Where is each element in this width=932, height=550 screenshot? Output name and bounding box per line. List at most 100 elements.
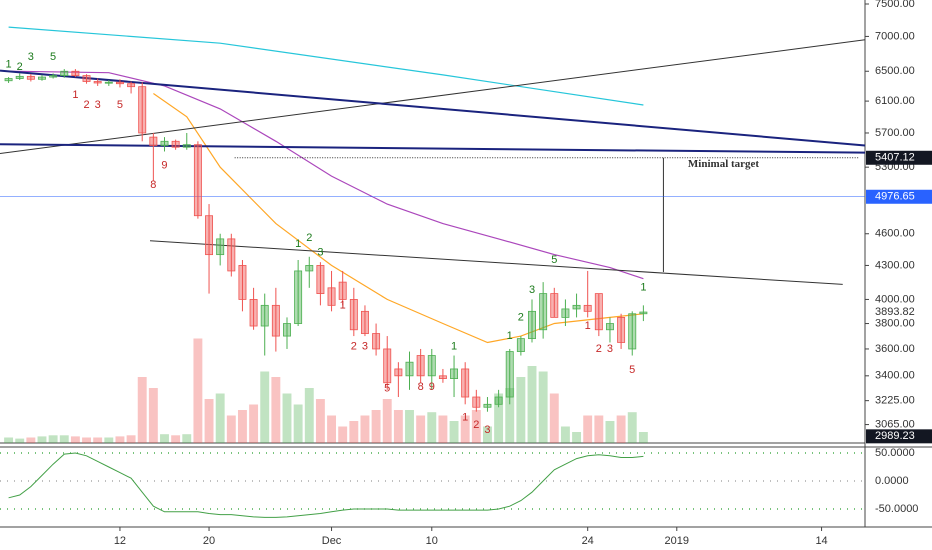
td-count: 2 bbox=[17, 61, 23, 73]
volume-bar bbox=[516, 377, 526, 443]
candle-body bbox=[160, 140, 169, 146]
x-tick-label: 20 bbox=[203, 535, 215, 547]
td-count: 8 bbox=[418, 381, 424, 393]
candle-body bbox=[193, 144, 202, 217]
candle-body bbox=[227, 238, 236, 272]
candle-body bbox=[572, 304, 581, 310]
volume-bar bbox=[70, 436, 80, 443]
td-count: 3 bbox=[484, 424, 490, 436]
td-count: 3 bbox=[95, 99, 101, 111]
volume-bar bbox=[338, 426, 348, 443]
candle-body bbox=[427, 355, 436, 377]
candle-body bbox=[550, 293, 559, 318]
candle-body bbox=[617, 316, 626, 343]
td-count: 9 bbox=[161, 159, 167, 171]
td-count: 5 bbox=[629, 364, 635, 376]
td-count: 2 bbox=[83, 99, 89, 111]
td-count: 3 bbox=[362, 340, 368, 352]
td-count: 5 bbox=[551, 254, 557, 266]
candle-body bbox=[528, 310, 536, 340]
volume-bar bbox=[616, 415, 626, 443]
volume-bar bbox=[460, 415, 470, 443]
moving-average bbox=[153, 93, 644, 344]
td-count: 2 bbox=[518, 311, 524, 323]
volume-bar bbox=[572, 432, 582, 443]
candle-body bbox=[93, 81, 102, 84]
candle-body bbox=[483, 403, 492, 408]
price-tag bbox=[866, 429, 932, 444]
x-tick-label: Dec bbox=[322, 535, 342, 547]
td-count: 2 bbox=[306, 232, 312, 244]
volume-bar bbox=[204, 399, 214, 443]
candle-body bbox=[505, 351, 514, 398]
volume-bar bbox=[160, 434, 169, 443]
volume-bar bbox=[527, 366, 537, 443]
x-tick-label: 12 bbox=[114, 535, 126, 547]
candle-body bbox=[115, 81, 124, 85]
candle-body bbox=[394, 368, 403, 377]
volume-bar bbox=[126, 435, 136, 443]
volume-bar bbox=[271, 377, 281, 443]
volume-bar bbox=[416, 415, 426, 443]
candle-body bbox=[438, 375, 447, 379]
candle-body bbox=[127, 83, 136, 88]
y-tick-label: 3600.00 bbox=[875, 343, 915, 355]
candle-body bbox=[628, 313, 637, 350]
td-count: 1 bbox=[340, 299, 346, 311]
volume-bar bbox=[82, 437, 91, 443]
candle-body bbox=[49, 75, 58, 78]
candle-body bbox=[294, 270, 303, 324]
candle-body bbox=[405, 361, 414, 377]
candle-body bbox=[138, 86, 147, 134]
candle-body bbox=[260, 304, 269, 327]
candle-body bbox=[583, 304, 592, 312]
volume-bar bbox=[93, 437, 103, 443]
volume-bar bbox=[349, 421, 359, 443]
volume-bar bbox=[405, 410, 414, 443]
td-count: 1 bbox=[72, 89, 78, 101]
volume-bar bbox=[171, 435, 181, 443]
candle-body bbox=[249, 299, 258, 327]
candle-body bbox=[205, 215, 214, 256]
td-count: 3 bbox=[28, 51, 34, 63]
candle-body bbox=[305, 265, 314, 272]
volume-bar bbox=[382, 399, 392, 443]
candle-body bbox=[327, 287, 336, 306]
y-tick-label: 3400.00 bbox=[875, 370, 915, 382]
volume-bar bbox=[393, 410, 403, 443]
price-tag-label: 2989.23 bbox=[875, 430, 915, 442]
y-tick-label: 3225.00 bbox=[875, 395, 915, 407]
y-tick-label: 4300.00 bbox=[875, 259, 915, 271]
trendline bbox=[149, 240, 843, 285]
volume-bar bbox=[438, 415, 448, 443]
y-tick-label: 6500.00 bbox=[875, 65, 915, 77]
volume-bar bbox=[226, 415, 236, 443]
candle-body bbox=[606, 323, 614, 331]
volume-bar bbox=[37, 436, 47, 443]
y-tick-label: 7000.00 bbox=[875, 30, 915, 42]
candle-body bbox=[82, 75, 91, 82]
candle-body bbox=[4, 78, 13, 82]
volume-bar bbox=[104, 437, 114, 443]
y-tick-label: 5700.00 bbox=[875, 127, 915, 139]
volume-bar bbox=[483, 426, 492, 443]
volume-bar bbox=[4, 437, 14, 443]
price-tag bbox=[866, 150, 932, 165]
candle-body bbox=[472, 396, 481, 408]
candle-body bbox=[71, 70, 80, 77]
td-count: 5 bbox=[50, 51, 56, 63]
candle-body bbox=[372, 333, 381, 350]
price-tag-label: 3893.82 bbox=[875, 306, 915, 318]
candle-body bbox=[182, 144, 191, 148]
volume-bar bbox=[48, 435, 58, 443]
moving-average bbox=[8, 26, 644, 106]
candle-body bbox=[216, 238, 225, 256]
y-tick-label: 3065.00 bbox=[875, 418, 915, 430]
volume-bar bbox=[494, 393, 504, 443]
x-tick-label: 14 bbox=[815, 535, 827, 547]
candle-body bbox=[283, 323, 291, 337]
candle-body bbox=[360, 310, 369, 334]
td-count: 5 bbox=[384, 382, 390, 394]
candle-body bbox=[639, 311, 648, 315]
candle-body bbox=[561, 308, 570, 318]
